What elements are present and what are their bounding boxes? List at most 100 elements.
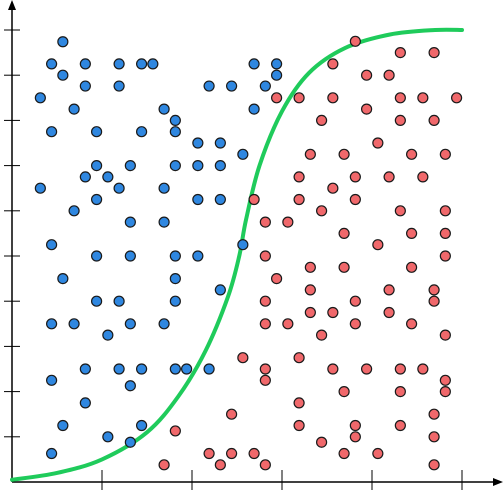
data-point-blue: [34, 92, 46, 104]
data-point-red: [394, 92, 406, 104]
data-point-blue: [237, 148, 249, 160]
data-point-blue: [79, 363, 91, 375]
data-point-blue: [102, 329, 114, 341]
data-point-red: [394, 46, 406, 59]
data-point-red: [439, 205, 451, 217]
data-point-red: [304, 261, 316, 273]
data-point-red: [394, 363, 406, 375]
data-point-red: [169, 425, 181, 437]
data-point-red: [406, 148, 418, 160]
data-point-blue: [79, 171, 91, 183]
data-point-red: [293, 171, 305, 183]
axes: [4, 0, 503, 490]
data-point-red: [338, 148, 350, 160]
data-point-red: [327, 306, 339, 319]
data-point-blue: [113, 80, 125, 92]
data-point-red: [338, 227, 350, 239]
data-point-blue: [169, 250, 181, 262]
data-point-red: [349, 318, 361, 330]
data-point-blue: [102, 171, 114, 183]
data-point-red: [259, 318, 271, 330]
data-point-red: [428, 459, 440, 471]
data-point-red: [349, 35, 361, 47]
data-point-red: [428, 284, 440, 296]
data-point-blue: [147, 58, 159, 70]
data-point-red: [383, 306, 395, 319]
data-point-blue: [271, 69, 283, 81]
data-point-blue: [169, 126, 181, 138]
data-point-blue: [90, 250, 103, 262]
data-point-blue: [181, 363, 193, 375]
data-point-red: [259, 295, 271, 307]
data-point-red: [417, 363, 429, 375]
data-point-red: [406, 318, 418, 330]
data-point-blue: [113, 363, 125, 375]
data-point-blue: [214, 193, 226, 206]
data-point-blue: [203, 80, 215, 92]
data-point-red: [304, 306, 316, 319]
data-point-red: [428, 408, 440, 420]
data-point-red: [439, 374, 451, 386]
data-point-red: [316, 114, 328, 127]
data-point-red: [248, 447, 260, 460]
data-point-red: [361, 69, 373, 81]
data-point-red: [316, 329, 328, 341]
data-point-red: [259, 250, 271, 262]
data-point-blue: [113, 295, 125, 307]
data-point-red: [439, 329, 451, 341]
data-point-red: [304, 284, 316, 296]
decision-boundary-curve: [10, 27, 464, 482]
data-point-red: [259, 459, 271, 471]
data-point-blue: [226, 80, 238, 92]
data-point-red: [394, 419, 406, 432]
data-point-red: [394, 114, 406, 127]
data-point-blue: [169, 273, 181, 285]
data-point-red: [259, 216, 271, 228]
data-point-red: [316, 205, 328, 217]
data-point-red: [327, 58, 339, 70]
data-point-blue: [248, 103, 260, 115]
y-axis-arrow: [8, 0, 16, 10]
decision-boundary-layer: [10, 27, 464, 482]
data-point-blue: [90, 193, 103, 206]
data-point-red: [214, 459, 226, 471]
data-point-red: [293, 92, 305, 104]
data-point-blue: [237, 239, 249, 251]
data-point-red: [349, 295, 361, 307]
x-axis-arrow: [493, 478, 503, 486]
data-point-blue: [192, 160, 204, 172]
data-point-blue: [124, 318, 136, 330]
data-point-red: [439, 250, 451, 262]
data-point-red: [349, 419, 361, 432]
data-point-blue: [136, 126, 148, 138]
points-layer: [34, 35, 463, 471]
data-point-red: [349, 431, 361, 443]
data-point-red: [439, 227, 451, 239]
data-point-blue: [136, 419, 148, 432]
data-point-red: [406, 227, 418, 239]
data-point-blue: [45, 239, 58, 251]
data-point-blue: [113, 58, 125, 70]
data-point-red: [372, 447, 384, 460]
data-point-blue: [192, 137, 204, 149]
data-point-red: [316, 436, 328, 448]
data-point-blue: [169, 160, 181, 172]
data-point-red: [372, 239, 384, 251]
data-point-blue: [90, 295, 103, 307]
data-point-blue: [102, 431, 114, 443]
data-point-blue: [79, 80, 91, 92]
data-point-blue: [90, 160, 103, 172]
data-point-red: [394, 205, 406, 217]
data-point-red: [406, 261, 418, 273]
data-point-red: [203, 447, 215, 460]
data-point-red: [327, 363, 339, 375]
data-point-red: [439, 386, 451, 398]
data-point-blue: [192, 250, 204, 262]
data-point-red: [428, 431, 440, 443]
data-point-blue: [158, 318, 170, 330]
data-point-red: [327, 182, 339, 194]
data-point-blue: [45, 374, 58, 386]
data-point-blue: [79, 397, 91, 409]
data-point-blue: [124, 216, 136, 228]
